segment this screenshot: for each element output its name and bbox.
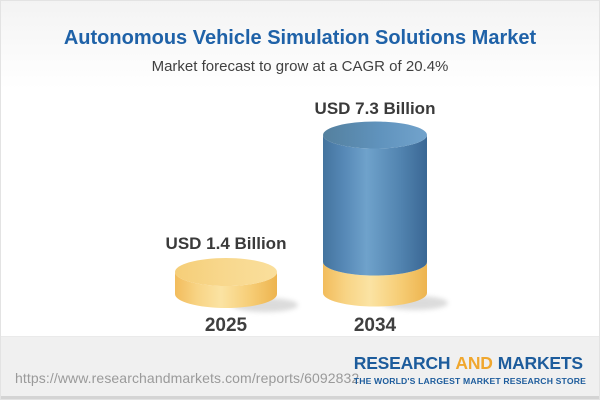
research-and-markets-logo[interactable]: RESEARCH AND MARKETS THE WORLD'S LARGEST… — [353, 353, 586, 386]
page-title: Autonomous Vehicle Simulation Solutions … — [63, 27, 537, 49]
logo-tagline: THE WORLD'S LARGEST MARKET RESEARCH STOR… — [353, 375, 586, 386]
value-label-2034: USD 7.3 Billion — [314, 99, 436, 118]
bar-2025-cylinder — [175, 258, 277, 308]
top-gradient — [1, 1, 599, 89]
report-url-link[interactable]: https://www.researchandmarkets.com/repor… — [15, 370, 360, 386]
logo-word-research: RESEARCH — [353, 353, 451, 373]
bar-2034-cylinder — [323, 121, 427, 307]
logo-word-markets: MARKETS — [497, 353, 583, 373]
logo-word-and: AND — [455, 353, 493, 373]
value-label-2025: USD 1.4 Billion — [165, 234, 287, 253]
footer-bar: https://www.researchandmarkets.com/repor… — [1, 336, 599, 399]
logo-wordmark: RESEARCH AND MARKETS — [353, 353, 586, 373]
axis-label-2034: 2034 — [353, 315, 397, 336]
page-subtitle: Market forecast to grow at a CAGR of 20.… — [151, 58, 449, 75]
axis-label-2025: 2025 — [204, 315, 248, 336]
